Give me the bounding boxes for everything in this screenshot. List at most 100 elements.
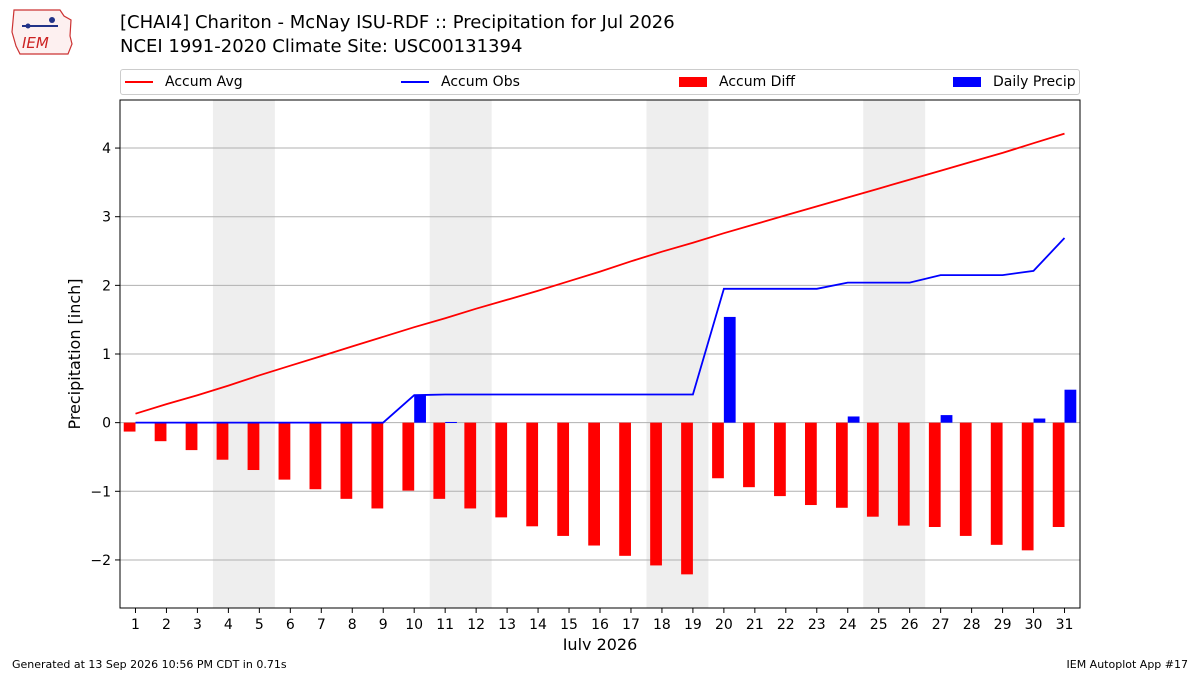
x-tick-label: 16 [591, 617, 609, 633]
legend-label-accum-obs: Accum Obs [441, 74, 520, 90]
accum-lines [135, 132, 1066, 424]
accum-diff-bar [1021, 422, 1034, 551]
accum-diff-bar [835, 422, 848, 508]
daily-precip-bar [1033, 418, 1046, 423]
accum-diff-bar [959, 422, 972, 536]
x-tick-label: 24 [839, 617, 857, 633]
accum-diff-bar [185, 422, 198, 451]
accum-diff-bar [309, 422, 322, 490]
x-tick-label: 23 [808, 617, 826, 633]
accum-diff-bar [154, 422, 167, 442]
accum-diff-bar [650, 422, 662, 566]
x-tick-label: 14 [529, 617, 547, 633]
legend-item-accum-avg: Accum Avg [125, 70, 243, 94]
accum-diff-bar [743, 422, 755, 488]
legend-item-accum-diff: Accum Diff [679, 70, 795, 94]
x-tick-label: 27 [932, 617, 950, 633]
accum-diff-bar [433, 422, 446, 499]
x-axis: 1 2 3 4 5 6 7 8 9 10 11 12 13 14 15 16 17 18 19 20 21 22 23 24 2… [131, 608, 1073, 633]
y-axis: −2 −1 0 1 2 3 4 [90, 141, 120, 569]
x-tick-label: 4 [224, 617, 233, 633]
x-axis-label: July 2026 [562, 635, 638, 650]
x-tick-label: 19 [684, 617, 702, 633]
daily-precip-bar [414, 395, 426, 423]
chart-subtitle: NCEI 1991-2020 Climate Site: USC00131394 [120, 36, 523, 57]
x-tick-label: 28 [963, 617, 981, 633]
legend-item-daily-precip: Daily Precip [953, 70, 1076, 94]
y-tick-label: 2 [102, 278, 111, 294]
x-tick-label: 15 [560, 617, 578, 633]
accum-diff-bar [495, 422, 508, 518]
y-tick-label: −2 [90, 553, 111, 569]
legend-label-accum-avg: Accum Avg [165, 74, 243, 90]
legend-swatch-accum-diff [679, 77, 707, 87]
accum-diff-bar [681, 422, 693, 575]
accum-diff-bar [464, 422, 477, 509]
x-tick-label: 20 [715, 617, 733, 633]
legend-label-daily-precip: Daily Precip [993, 74, 1076, 90]
daily-precip-bar [445, 421, 457, 423]
chart-title: [CHAI4] Chariton - McNay ISU-RDF :: Prec… [120, 12, 675, 33]
x-tick-label: 3 [193, 617, 202, 633]
x-tick-label: 6 [286, 617, 295, 633]
x-tick-label: 25 [870, 617, 888, 633]
accum-diff-bar [805, 422, 817, 506]
accum-diff-bar [278, 422, 291, 480]
accum-diff-bar [866, 422, 879, 517]
accum-diff-bar [619, 422, 631, 556]
daily-precip-bars [414, 316, 1077, 423]
accum-diff-bar [216, 422, 229, 460]
x-tick-label: 13 [498, 617, 516, 633]
y-tick-label: −1 [90, 484, 111, 500]
daily-precip-bar [1064, 389, 1077, 423]
x-tick-label: 21 [746, 617, 764, 633]
accum-diff-bar [588, 422, 600, 546]
y-tick-label: 1 [102, 347, 111, 363]
accum-diff-bars [123, 422, 1065, 575]
x-tick-label: 31 [1056, 617, 1074, 633]
generated-timestamp: Generated at 13 Sep 2026 10:56 PM CDT in… [12, 658, 287, 671]
x-tick-label: 10 [405, 617, 423, 633]
accum-diff-bar [897, 422, 910, 526]
accum-diff-bar [712, 422, 724, 479]
y-axis-label: Precipitation [inch] [65, 278, 84, 429]
x-tick-label: 17 [622, 617, 640, 633]
legend: Accum Avg Accum Obs Accum Diff Daily Pre… [120, 69, 1080, 95]
x-tick-label: 11 [436, 617, 454, 633]
x-tick-label: 30 [1025, 617, 1043, 633]
y-tick-label: 0 [102, 416, 111, 432]
x-tick-label: 1 [131, 617, 140, 633]
legend-item-accum-obs: Accum Obs [401, 70, 520, 94]
accum-diff-bar [371, 422, 384, 509]
accum-diff-bar [990, 422, 1003, 545]
accum-diff-bar [123, 422, 136, 432]
iem-logo: IEM [11, 9, 73, 55]
legend-label-accum-diff: Accum Diff [719, 74, 796, 90]
legend-swatch-accum-obs [401, 81, 429, 83]
accum-diff-bar [340, 422, 353, 499]
y-tick-label: 3 [102, 210, 111, 226]
accum-diff-bar [557, 422, 570, 536]
x-tick-label: 7 [317, 617, 326, 633]
daily-precip-bar [723, 316, 736, 423]
accum-diff-bar [247, 422, 260, 471]
daily-precip-bar [847, 416, 860, 423]
accum-diff-bar [1052, 422, 1065, 527]
x-tick-label: 5 [255, 617, 264, 633]
accum-diff-bar [402, 422, 415, 491]
x-tick-label: 22 [777, 617, 795, 633]
accum-diff-bar [928, 422, 941, 527]
x-tick-label: 8 [348, 617, 357, 633]
app-label: IEM Autoplot App #17 [1066, 658, 1189, 671]
y-tick-label: 4 [102, 141, 111, 157]
accum-obs-line [135, 237, 1066, 424]
x-tick-label: 29 [994, 617, 1012, 633]
x-tick-label: 12 [467, 617, 485, 633]
accum-diff-bar [774, 422, 786, 497]
x-tick-label: 18 [653, 617, 671, 633]
accum-diff-bar [526, 422, 539, 527]
svg-text:IEM: IEM [22, 34, 49, 52]
x-tick-label: 26 [901, 617, 919, 633]
legend-swatch-daily-precip [953, 77, 981, 87]
